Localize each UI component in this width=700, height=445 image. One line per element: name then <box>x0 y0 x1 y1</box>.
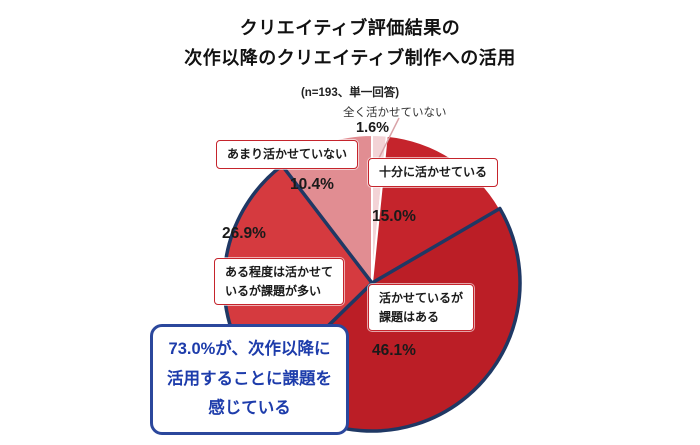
label-box-aruteido: ある程度は活かせて いるが課題が多い <box>214 258 345 306</box>
label-aruteido-line1: ある程度は活かせて <box>225 265 334 279</box>
label-aruteido-line2: いるが課題が多い <box>225 283 322 298</box>
chart-title-line1: クリエイティブ評価結果の <box>239 18 461 38</box>
label-ikasete-line1: 活かせているが <box>379 291 464 305</box>
pct-amari: 10.4% <box>290 176 334 193</box>
callout-line3: 感じている <box>208 399 291 418</box>
summary-callout: 73.0%が、次作以降に 活用することに課題を 感じている <box>150 324 349 436</box>
label-zenku: 全く活かせていない <box>343 107 447 119</box>
callout-line2: 活用することに課題を <box>167 369 332 388</box>
pct-zenku: 1.6% <box>356 120 390 136</box>
chart-title-line2: 次作以降のクリエイティブ制作への活用 <box>184 48 516 68</box>
label-box-juubun: 十分に活かせている <box>368 158 499 187</box>
label-ikasete-line2: 課題はある <box>379 309 440 324</box>
pct-juubun: 15.0% <box>372 208 416 225</box>
leader-line-smallest-slice <box>378 117 400 159</box>
callout-line1: 73.0%が、次作以降に <box>168 340 331 358</box>
pct-ikasete: 46.1% <box>372 342 416 359</box>
label-box-amari: あまり活かせていない <box>216 140 359 169</box>
sample-size-note: (n=193、単一回答) <box>300 87 400 99</box>
label-box-ikasete: 活かせているが 課題はある <box>368 284 475 332</box>
pct-aruteido: 26.9% <box>222 225 266 242</box>
